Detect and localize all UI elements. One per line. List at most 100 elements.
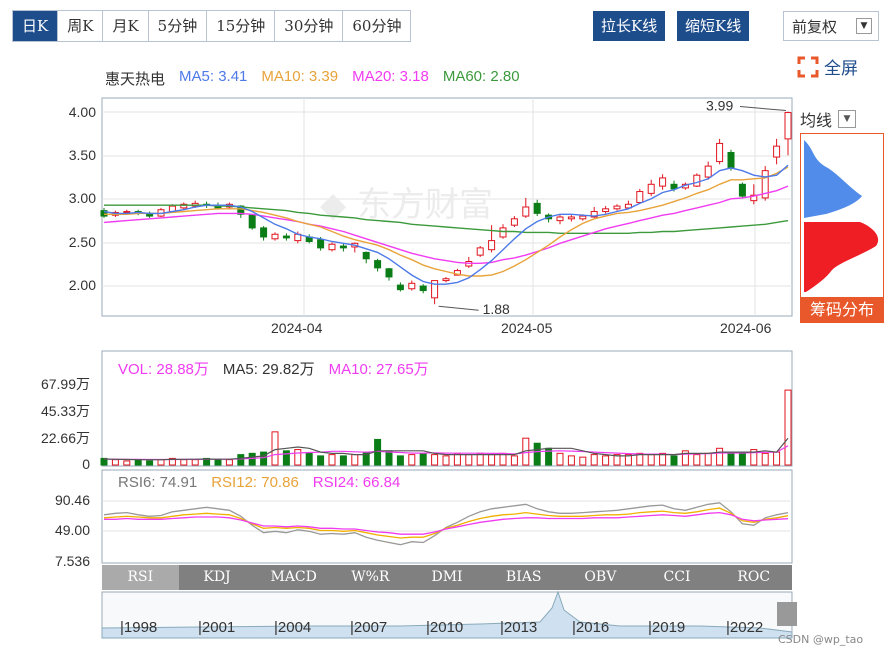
volume-bar — [362, 451, 370, 466]
volume-bar — [134, 459, 142, 466]
volume-bar — [294, 449, 302, 466]
candle-body — [556, 216, 564, 222]
date-tick-1: 2024-04 — [271, 320, 323, 336]
candle-body — [704, 165, 712, 178]
legend-vol: VOL: 28.88万 — [118, 361, 209, 378]
rsi-legend: RSI6: 74.91 RSI12: 70.86 RSI24: 66.84 — [118, 474, 400, 491]
vol-tick-3: 22.66万 — [40, 430, 90, 446]
price-tick-4: 2.50 — [68, 234, 96, 250]
candle-body — [294, 233, 302, 242]
volume-bar — [750, 449, 758, 466]
nav-year-9: |2022 — [726, 619, 764, 636]
fullscreen-label: 全屏 — [824, 59, 858, 79]
candle-body — [225, 203, 233, 208]
tab-rsi[interactable]: RSI — [102, 565, 179, 590]
candle-body — [134, 211, 142, 214]
legend-ma20: MA20: 3.18 — [352, 68, 429, 85]
candle-body — [636, 191, 644, 203]
candles — [100, 111, 792, 305]
fullscreen-button[interactable]: 全屏 — [797, 54, 858, 79]
stretch-kline-button[interactable]: 拉长K线 — [593, 11, 666, 41]
tab-30min[interactable]: 30分钟 — [275, 11, 344, 41]
volume-bar — [704, 452, 712, 466]
candle-body — [385, 268, 393, 278]
candle-body — [590, 211, 598, 218]
volume-bar — [237, 454, 245, 466]
candle-body — [579, 215, 587, 220]
nav-year-3: |2004 — [274, 619, 312, 636]
volume-bar — [214, 459, 222, 466]
nav-year-6: |2013 — [500, 619, 538, 636]
volume-bar — [453, 452, 461, 466]
csdn-watermark: CSDN @wp_tao — [778, 633, 864, 646]
tab-kdj[interactable]: KDJ — [203, 569, 231, 585]
candle-body — [681, 183, 689, 189]
candle-body — [442, 278, 450, 282]
tab-5min[interactable]: 5分钟 — [148, 11, 208, 41]
tab-month-k[interactable]: 月K — [103, 11, 149, 41]
candle-body — [396, 284, 404, 291]
candle-body — [237, 205, 245, 215]
chip-distribution-button[interactable]: 筹码分布 — [800, 297, 884, 323]
volume-bar — [522, 437, 530, 466]
candle-body — [180, 203, 188, 209]
legend-ma10: MA10: 3.39 — [261, 68, 339, 85]
ma-toggle[interactable]: 均线 ▼ — [800, 108, 866, 130]
volume-bar — [339, 455, 347, 466]
candle-body — [111, 211, 119, 216]
candle-body — [602, 208, 610, 213]
candle-body — [168, 205, 176, 213]
tab-roc[interactable]: ROC — [737, 569, 771, 585]
ma-toggle-label: 均线 — [800, 111, 833, 130]
tab-obv[interactable]: OBV — [584, 569, 617, 585]
price-legend: 惠天热电 MA5: 3.41 MA10: 3.39 MA20: 3.18 MA6… — [105, 68, 520, 89]
tab-dmi[interactable]: DMI — [431, 569, 463, 585]
navigator-handle — [777, 602, 797, 626]
ma-lines — [103, 164, 789, 285]
candle-body — [727, 152, 735, 169]
candle-body — [773, 145, 781, 158]
candle-body — [533, 202, 541, 214]
tab-wr[interactable]: W%R — [351, 569, 390, 585]
rsi-tick-3: 7.536 — [54, 553, 90, 569]
candle-body — [203, 203, 211, 206]
nav-year-8: |2019 — [648, 619, 686, 636]
candle-body — [146, 212, 154, 217]
vol-ma10-line — [103, 445, 789, 461]
shrink-kline-button[interactable]: 缩短K线 — [677, 11, 750, 41]
candle-body — [191, 202, 199, 207]
candle-body — [647, 183, 655, 194]
candle-body — [248, 214, 256, 229]
nav-year-5: |2010 — [426, 619, 464, 636]
candle-body — [738, 183, 746, 197]
ma20-line — [103, 185, 789, 264]
candle-body — [328, 243, 336, 251]
volume-bar — [567, 455, 575, 466]
candle-body — [659, 177, 667, 187]
tab-macd[interactable]: MACD — [270, 569, 317, 585]
volume-bar — [613, 454, 621, 466]
ma5-line — [103, 164, 789, 285]
candle-body — [624, 203, 632, 209]
tab-15min[interactable]: 15分钟 — [207, 11, 276, 41]
legend-rsi24: RSI24: 66.84 — [312, 474, 401, 491]
tab-cci[interactable]: CCI — [663, 569, 691, 585]
volume-bar — [545, 447, 553, 466]
rsi12-line — [103, 507, 789, 539]
legend-vol-ma10: MA10: 27.65万 — [328, 361, 429, 378]
volume-bar — [465, 454, 473, 466]
tab-60min[interactable]: 60分钟 — [343, 11, 411, 41]
candle-body — [339, 245, 347, 249]
rsi24-line — [104, 511, 789, 535]
candle-body — [260, 227, 268, 238]
volume-bar — [716, 447, 724, 466]
tab-day-k[interactable]: 日K — [13, 11, 59, 41]
volume-bar — [499, 452, 507, 466]
adjust-price-select[interactable]: 前复权 ▼ — [783, 11, 879, 41]
volume-bar — [225, 459, 233, 466]
volume-bar — [647, 454, 655, 466]
tab-bias[interactable]: BIAS — [505, 569, 542, 585]
tab-week-k[interactable]: 周K — [58, 11, 104, 41]
volume-bar — [191, 459, 199, 466]
vol-tick-2: 45.33万 — [40, 403, 90, 419]
